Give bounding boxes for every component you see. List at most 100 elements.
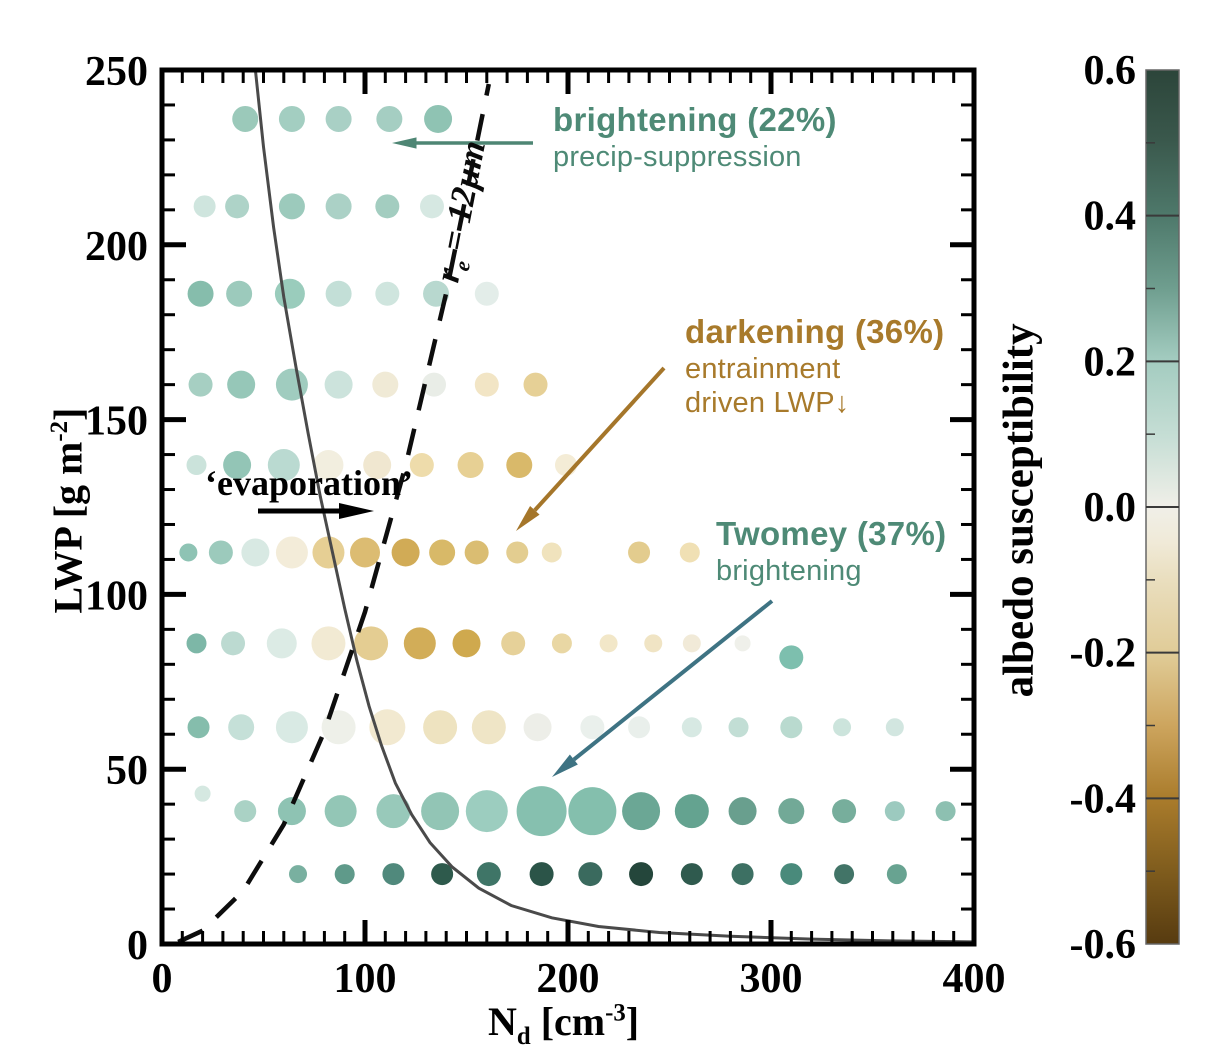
colorbar-tick-label: 0.6 bbox=[1084, 48, 1137, 94]
data-bubble bbox=[644, 634, 663, 653]
data-bubble bbox=[728, 717, 749, 738]
data-bubble bbox=[731, 863, 754, 886]
x-tick-label: 0 bbox=[152, 956, 173, 1002]
data-bubble bbox=[464, 540, 489, 565]
data-bubble bbox=[208, 540, 233, 565]
data-bubble bbox=[429, 539, 456, 566]
data-bubble bbox=[506, 452, 533, 479]
annotation-brightening: brightening (22%) precip-suppression bbox=[553, 101, 837, 173]
data-bubble bbox=[523, 713, 552, 742]
data-bubble bbox=[278, 193, 305, 220]
data-bubble bbox=[228, 714, 255, 741]
data-bubble bbox=[734, 635, 751, 652]
data-bubble bbox=[886, 864, 907, 885]
twomey-arrow-head bbox=[552, 754, 578, 777]
data-bubble bbox=[501, 631, 526, 656]
data-bubble bbox=[465, 790, 508, 833]
solid-curve bbox=[253, 69, 975, 944]
x-tick-label: 200 bbox=[537, 956, 600, 1002]
data-bubble bbox=[682, 634, 701, 653]
colorbar-tick-label: 0.0 bbox=[1084, 485, 1137, 531]
data-bubble bbox=[226, 280, 253, 307]
data-bubble bbox=[629, 862, 654, 887]
annotation-twomey: Twomey (37%) brightening bbox=[716, 515, 947, 587]
annotation-evaporation: ‘evaporation’ bbox=[205, 463, 413, 503]
data-bubble bbox=[833, 718, 852, 737]
data-bubble bbox=[274, 278, 305, 309]
evaporation-arrow-head bbox=[339, 503, 374, 519]
data-bubble bbox=[452, 629, 481, 658]
data-bubble bbox=[476, 862, 501, 887]
data-bubble bbox=[884, 801, 905, 822]
data-bubble bbox=[225, 194, 250, 219]
data-bubble bbox=[289, 865, 308, 884]
data-bubble bbox=[325, 280, 352, 307]
y-tick-label: 100 bbox=[85, 573, 148, 619]
twomey-arrow bbox=[572, 599, 774, 762]
dashed-re12-line bbox=[177, 83, 492, 944]
colorbar-tick-label: 0.2 bbox=[1084, 339, 1137, 385]
data-bubble bbox=[179, 543, 198, 562]
y-tick-label: 0 bbox=[127, 923, 148, 969]
data-bubble bbox=[324, 795, 357, 828]
data-bubble bbox=[403, 627, 436, 660]
data-bubble bbox=[334, 864, 355, 885]
data-bubble bbox=[363, 451, 392, 480]
data-bubble bbox=[423, 710, 458, 745]
data-bubble bbox=[193, 195, 216, 218]
y-tick-label: 150 bbox=[85, 399, 148, 445]
data-bubble bbox=[568, 787, 617, 836]
data-bubble bbox=[391, 538, 420, 567]
colorbar-title: albedo susceptibility bbox=[995, 323, 1043, 698]
y-tick-label: 200 bbox=[85, 224, 148, 270]
data-bubble bbox=[474, 372, 499, 397]
data-bubble bbox=[350, 537, 380, 568]
data-bubble bbox=[779, 645, 804, 670]
x-tick-label: 400 bbox=[943, 956, 1006, 1002]
data-bubble bbox=[578, 862, 603, 887]
data-bubble bbox=[186, 633, 207, 654]
data-bubble bbox=[324, 370, 353, 399]
data-bubble bbox=[885, 718, 904, 737]
data-bubble bbox=[628, 716, 651, 739]
data-bubble bbox=[474, 281, 499, 306]
data-bubble bbox=[375, 194, 400, 219]
data-bubble bbox=[321, 710, 356, 745]
data-bubble bbox=[382, 863, 405, 886]
data-bubble bbox=[278, 105, 305, 132]
data-bubble bbox=[275, 536, 308, 569]
data-bubble bbox=[599, 634, 618, 653]
data-bubble bbox=[728, 797, 757, 826]
data-bubble bbox=[409, 453, 434, 478]
data-bubble bbox=[266, 628, 297, 659]
data-bubble bbox=[935, 801, 956, 822]
data-bubble bbox=[312, 536, 345, 569]
data-bubble bbox=[372, 371, 399, 398]
data-bubble bbox=[529, 862, 554, 887]
x-axis-title: Nd [cm-3] bbox=[488, 999, 640, 1050]
data-bubble bbox=[311, 626, 346, 661]
data-bubble bbox=[516, 786, 567, 837]
data-bubble bbox=[325, 105, 352, 132]
data-bubble bbox=[832, 799, 857, 824]
data-bubble bbox=[421, 792, 460, 831]
data-bubble bbox=[187, 280, 214, 307]
data-bubble bbox=[267, 449, 300, 482]
data-bubble bbox=[674, 794, 709, 829]
data-bubble bbox=[580, 715, 605, 740]
data-bubble bbox=[541, 542, 562, 563]
data-bubble bbox=[227, 370, 256, 399]
data-bubble bbox=[457, 452, 484, 479]
x-tick-label: 300 bbox=[740, 956, 803, 1002]
data-bubble bbox=[419, 194, 444, 219]
data-bubble bbox=[471, 710, 506, 745]
data-bubble bbox=[187, 716, 210, 739]
data-bubble bbox=[277, 797, 306, 826]
data-bubble bbox=[422, 372, 447, 397]
y-axis-title: LWP [g m-2] bbox=[45, 407, 91, 614]
data-bubble bbox=[186, 455, 207, 476]
data-bubble bbox=[221, 631, 246, 656]
data-bubble bbox=[780, 716, 803, 739]
